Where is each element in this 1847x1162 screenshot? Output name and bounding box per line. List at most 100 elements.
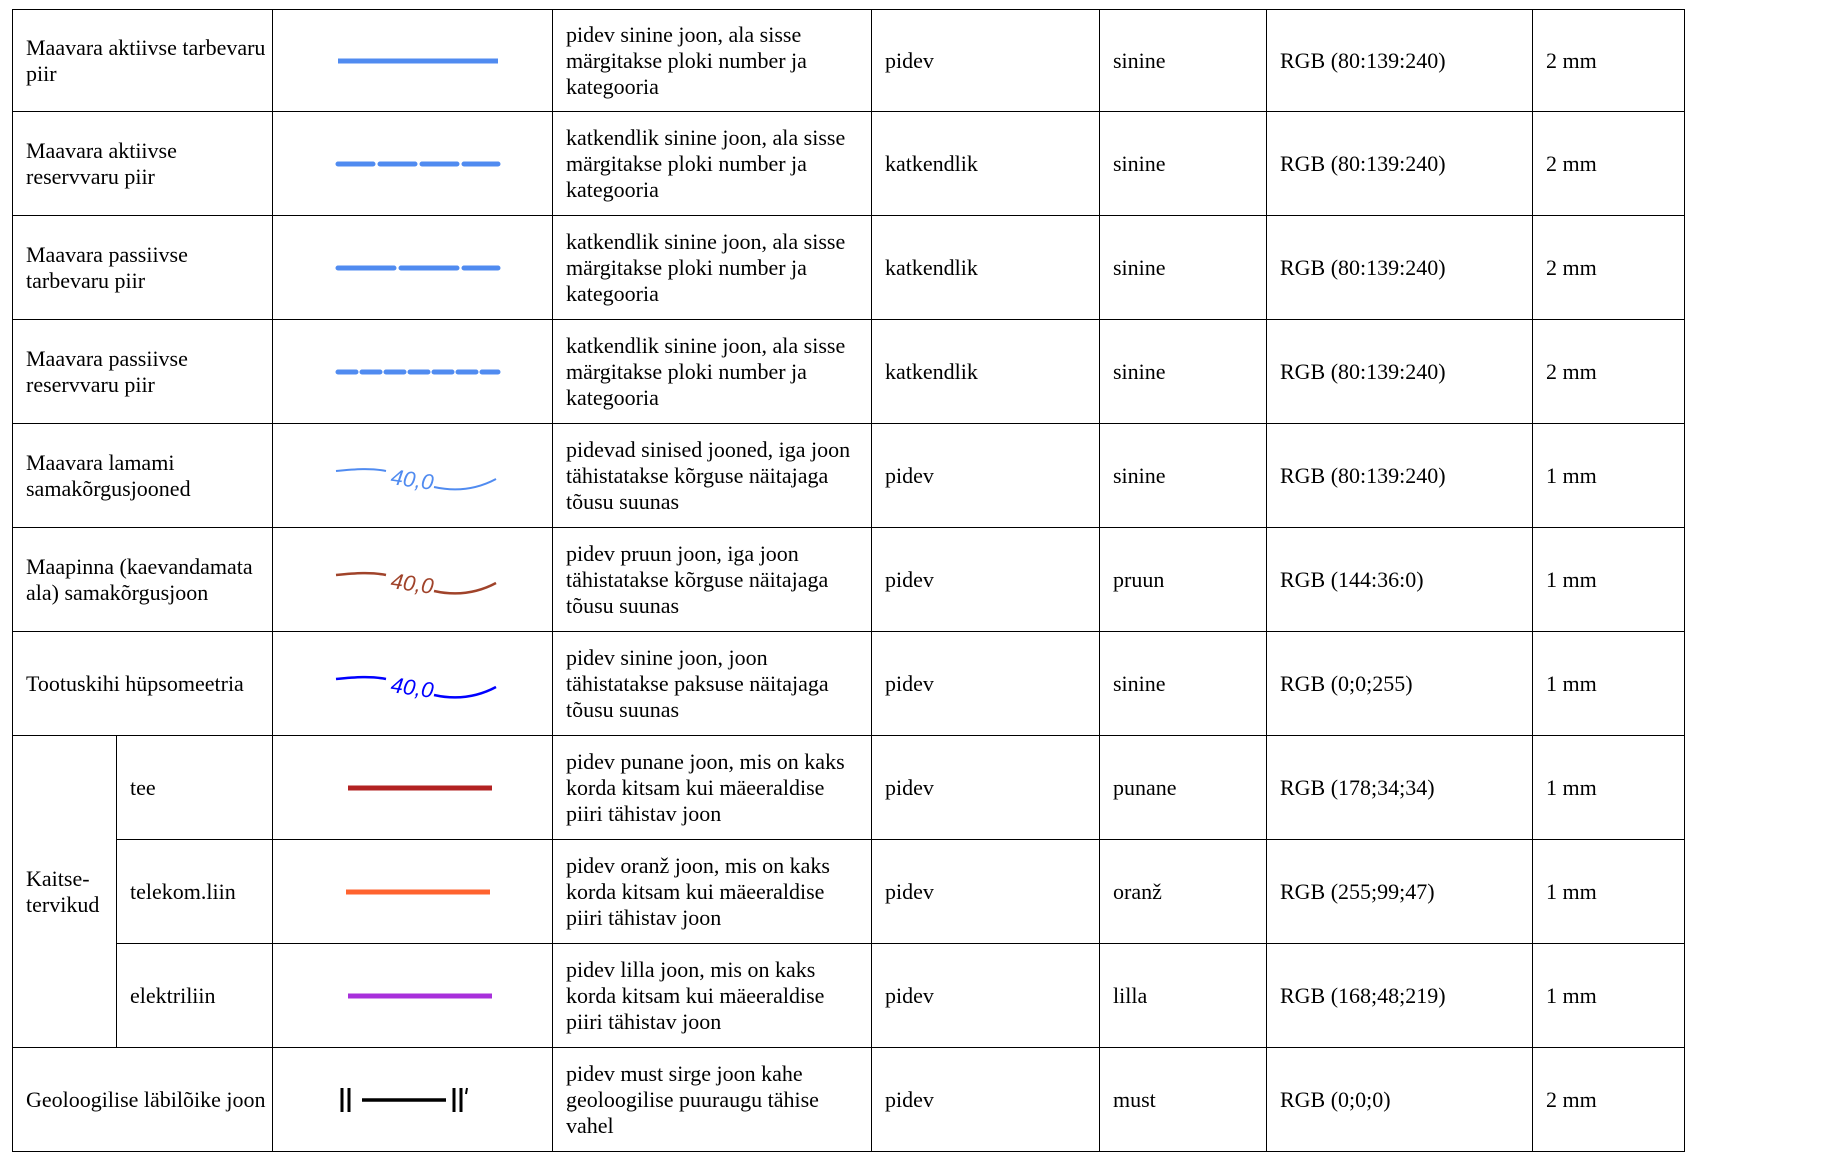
line-width: 1 mm xyxy=(1532,735,1685,840)
line-type: katkendlik xyxy=(871,319,1100,424)
line-width: 2 mm xyxy=(1532,215,1685,320)
line-symbol xyxy=(272,735,553,840)
short-dashed-line-icon xyxy=(335,369,501,374)
description: pidev lilla joon, mis on kaks korda kits… xyxy=(552,943,872,1048)
color-name: lilla xyxy=(1099,943,1267,1048)
sub-feature-name: elektriliin xyxy=(116,943,273,1048)
table-row: Maavara aktiivse tarbevaru piir pidev si… xyxy=(12,9,1685,112)
feature-name: Maavara passiivse reservvaru piir xyxy=(12,319,273,424)
line-symbol: 40,0 xyxy=(272,423,553,528)
line-type: katkendlik xyxy=(871,111,1100,216)
line-symbol xyxy=(272,943,553,1048)
description: pidev oranž joon, mis on kaks korda kits… xyxy=(552,839,872,944)
feature-name: Geoloogilise läbilõike joon xyxy=(12,1047,273,1152)
line-width: 2 mm xyxy=(1532,9,1685,112)
line-symbol xyxy=(272,1047,553,1152)
table-row: Tootuskihi hüpsomeetria 40,0 pidev sinin… xyxy=(12,631,1685,736)
feature-name: Maavara lamami samakõrgusjooned xyxy=(12,423,273,528)
dashed-line-icon xyxy=(335,161,501,166)
solid-line-icon xyxy=(346,889,490,894)
legend-table: Maavara aktiivse tarbevaru piir pidev si… xyxy=(12,9,1685,1152)
color-name: sinine xyxy=(1099,215,1267,320)
rgb-value: RGB (0;0;255) xyxy=(1266,631,1533,736)
rgb-value: RGB (178;34;34) xyxy=(1266,735,1533,840)
line-width: 2 mm xyxy=(1532,1047,1685,1152)
description: katkendlik sinine joon, ala sisse märgit… xyxy=(552,111,872,216)
color-name: sinine xyxy=(1099,631,1267,736)
table-row: Geoloogilise läbilõike joon pidev must s… xyxy=(12,1047,1685,1152)
color-name: sinine xyxy=(1099,423,1267,528)
line-type: pidev xyxy=(871,839,1100,944)
table-row: telekom.liin pidev oranž joon, mis on ka… xyxy=(13,839,1685,944)
table-row: elektriliin pidev lilla joon, mis on kak… xyxy=(13,943,1685,1048)
color-name: must xyxy=(1099,1047,1267,1152)
table-row: Maavara passiivse reservvaru piir katken… xyxy=(12,319,1685,424)
sub-feature-name: telekom.liin xyxy=(116,839,273,944)
table-row: Maavara passiivse tarbevaru piir katkend… xyxy=(12,215,1685,320)
description: pidevad sinised jooned, iga joon tähista… xyxy=(552,423,872,528)
line-width: 1 mm xyxy=(1532,943,1685,1048)
solid-line-icon xyxy=(348,993,492,998)
line-type: pidev xyxy=(871,943,1100,1048)
contour-line-icon: 40,0 xyxy=(335,672,497,703)
description: pidev sinine joon, ala sisse märgitakse … xyxy=(552,9,872,112)
line-width: 2 mm xyxy=(1532,111,1685,216)
svg-text:40,0: 40,0 xyxy=(389,568,436,599)
rgb-value: RGB (0;0;0) xyxy=(1266,1047,1533,1152)
line-width: 1 mm xyxy=(1532,839,1685,944)
description: pidev sinine joon, joon tähistatakse pak… xyxy=(552,631,872,736)
line-width: 1 mm xyxy=(1532,527,1685,632)
rgb-value: RGB (80:139:240) xyxy=(1266,423,1533,528)
rgb-value: RGB (255;99;47) xyxy=(1266,839,1533,944)
description: pidev pruun joon, iga joon tähistatakse … xyxy=(552,527,872,632)
line-symbol: 40,0 xyxy=(272,631,553,736)
line-width: 1 mm xyxy=(1532,631,1685,736)
description: pidev punane joon, mis on kaks korda kit… xyxy=(552,735,872,840)
feature-name: Maavara aktiivse reservvaru piir xyxy=(12,111,273,216)
line-width: 2 mm xyxy=(1532,319,1685,424)
color-name: sinine xyxy=(1099,319,1267,424)
line-type: pidev xyxy=(871,423,1100,528)
description: pidev must sirge joon kahe geoloogilise … xyxy=(552,1047,872,1152)
line-type: pidev xyxy=(871,631,1100,736)
feature-name: Tootuskihi hüpsomeetria xyxy=(12,631,273,736)
rgb-value: RGB (168;48;219) xyxy=(1266,943,1533,1048)
group-name: Kaitse-tervikud xyxy=(12,735,117,1048)
contour-line-icon: 40,0 xyxy=(335,568,497,599)
section-line-icon xyxy=(340,1087,468,1112)
rgb-value: RGB (80:139:240) xyxy=(1266,319,1533,424)
table-row: Maavara aktiivse reservvaru piir katkend… xyxy=(12,111,1685,216)
rgb-value: RGB (80:139:240) xyxy=(1266,111,1533,216)
line-symbol xyxy=(272,215,553,320)
svg-text:40,0: 40,0 xyxy=(389,464,436,495)
line-type: katkendlik xyxy=(871,215,1100,320)
dashed-line-icon xyxy=(335,265,501,270)
svg-text:40,0: 40,0 xyxy=(389,672,436,703)
description: katkendlik sinine joon, ala sisse märgit… xyxy=(552,215,872,320)
line-type: pidev xyxy=(871,1047,1100,1152)
table-row: Maavara lamami samakõrgusjooned 40,0 pid… xyxy=(12,423,1685,528)
solid-line-icon xyxy=(348,785,492,790)
line-type: pidev xyxy=(871,9,1100,112)
color-name: sinine xyxy=(1099,9,1267,112)
line-symbol xyxy=(272,319,553,424)
color-name: oranž xyxy=(1099,839,1267,944)
rgb-value: RGB (80:139:240) xyxy=(1266,215,1533,320)
line-symbol: 40,0 xyxy=(272,527,553,632)
line-symbol xyxy=(272,111,553,216)
color-name: pruun xyxy=(1099,527,1267,632)
feature-name: Maavara passiivse tarbevaru piir xyxy=(12,215,273,320)
description: katkendlik sinine joon, ala sisse märgit… xyxy=(552,319,872,424)
line-type: pidev xyxy=(871,735,1100,840)
line-symbol xyxy=(272,9,553,112)
feature-name: Maavara aktiivse tarbevaru piir xyxy=(12,9,273,112)
color-name: sinine xyxy=(1099,111,1267,216)
sub-feature-name: tee xyxy=(116,735,273,840)
table-row: Maapinna (kaevandamata ala) samakõrgusjo… xyxy=(12,527,1685,632)
color-name: punane xyxy=(1099,735,1267,840)
table-row: Kaitse-tervikud tee pidev punane joon, m… xyxy=(12,735,1685,1048)
solid-line-icon xyxy=(338,58,498,63)
line-type: pidev xyxy=(871,527,1100,632)
contour-line-icon: 40,0 xyxy=(335,464,497,495)
line-symbol xyxy=(272,839,553,944)
